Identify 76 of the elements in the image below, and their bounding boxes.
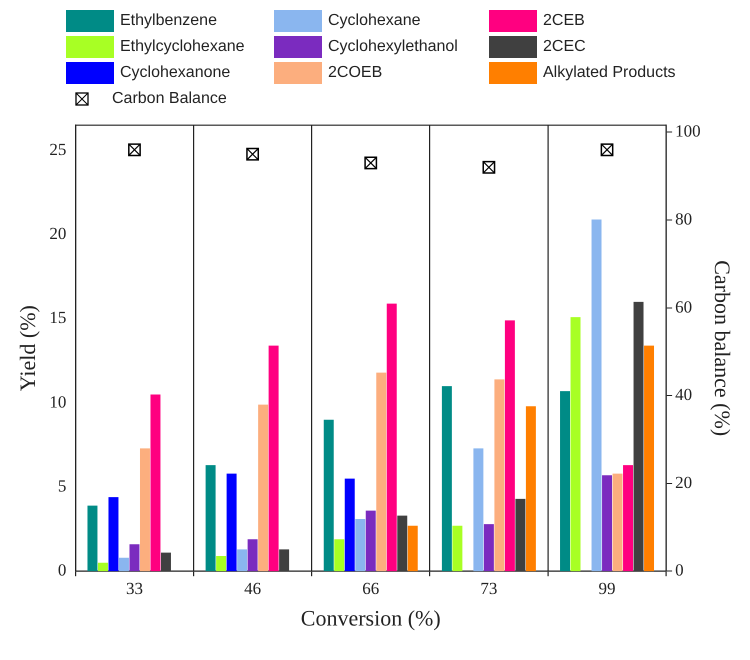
bar: [258, 404, 268, 572]
bar: [592, 219, 602, 572]
y2-tick-label: 60: [675, 297, 692, 316]
legend-label: 2CEC: [543, 38, 586, 56]
bar: [237, 549, 248, 572]
legend-label: 2CEB: [543, 12, 585, 30]
point: [128, 143, 141, 156]
bar: [366, 510, 376, 572]
y-tick-label: 15: [49, 308, 66, 328]
bar: [118, 558, 129, 572]
x-tick-label: 73: [480, 578, 498, 598]
bar: [87, 506, 98, 572]
y-tick-label: 25: [49, 140, 66, 159]
bar: [452, 526, 462, 572]
bar: [634, 302, 644, 572]
y2-tick-label: 20: [675, 472, 692, 492]
x-tick-label: 99: [598, 578, 616, 598]
x-tick-label: 66: [362, 578, 380, 598]
bar: [129, 544, 140, 572]
legend-label: 2COEB: [328, 64, 382, 82]
y-axis-title: Yield (%): [14, 305, 40, 392]
legend-label: Cyclohexane: [328, 12, 420, 30]
y-tick-label: 20: [49, 224, 66, 244]
point: [246, 148, 260, 161]
point: [364, 156, 378, 170]
bar: [526, 406, 536, 572]
point: [482, 160, 496, 174]
bar: [140, 448, 150, 572]
bar: [160, 552, 171, 572]
y2-tick-label: 40: [675, 385, 692, 404]
y-tick-label: 10: [49, 392, 66, 412]
legend-label: Alkylated Products: [543, 64, 676, 82]
bar: [376, 372, 386, 572]
bar: [206, 465, 216, 572]
bar: [324, 420, 334, 572]
bar: [108, 497, 118, 572]
bar: [515, 498, 526, 572]
y2-tick-label: 100: [675, 122, 701, 141]
bar: [268, 346, 279, 572]
bar: [612, 474, 623, 572]
x-tick-label: 46: [244, 578, 262, 598]
bar: [504, 320, 515, 572]
bar: [397, 516, 408, 572]
bar: [355, 519, 366, 572]
bar: [494, 379, 504, 572]
legend-label: Cyclohexanone: [120, 64, 230, 82]
point: [600, 143, 614, 156]
bar: [442, 386, 452, 572]
bar: [386, 304, 397, 572]
bar: [150, 394, 160, 572]
bar: [98, 562, 108, 572]
legend-label: Carbon Balance: [112, 90, 227, 108]
bar: [560, 391, 570, 572]
x-tick-label: 33: [126, 578, 143, 598]
bar: [602, 475, 612, 572]
bar: [644, 346, 654, 572]
y2-tick-label: 0: [675, 560, 684, 580]
bar: [623, 465, 634, 572]
legend-label: Ethylbenzene: [120, 12, 217, 30]
legend-label: Cyclohexylethanol: [328, 38, 458, 56]
bar: [484, 524, 494, 572]
bar: [570, 317, 581, 572]
bar: [226, 474, 237, 572]
bar: [334, 539, 344, 572]
bar: [248, 539, 258, 572]
x-axis-title: Conversion (%): [300, 606, 441, 631]
bar: [216, 556, 226, 572]
bar: [279, 549, 290, 572]
bar: [408, 526, 418, 572]
y2-tick-label: 80: [675, 209, 692, 228]
y2-axis-title: Carbon balance (%): [710, 260, 736, 436]
bar: [473, 448, 484, 572]
legend-label: Ethylcyclohexane: [120, 38, 245, 56]
y-tick-label: 5: [58, 476, 66, 496]
bar: [344, 478, 355, 572]
y-tick-label: 0: [58, 560, 66, 580]
